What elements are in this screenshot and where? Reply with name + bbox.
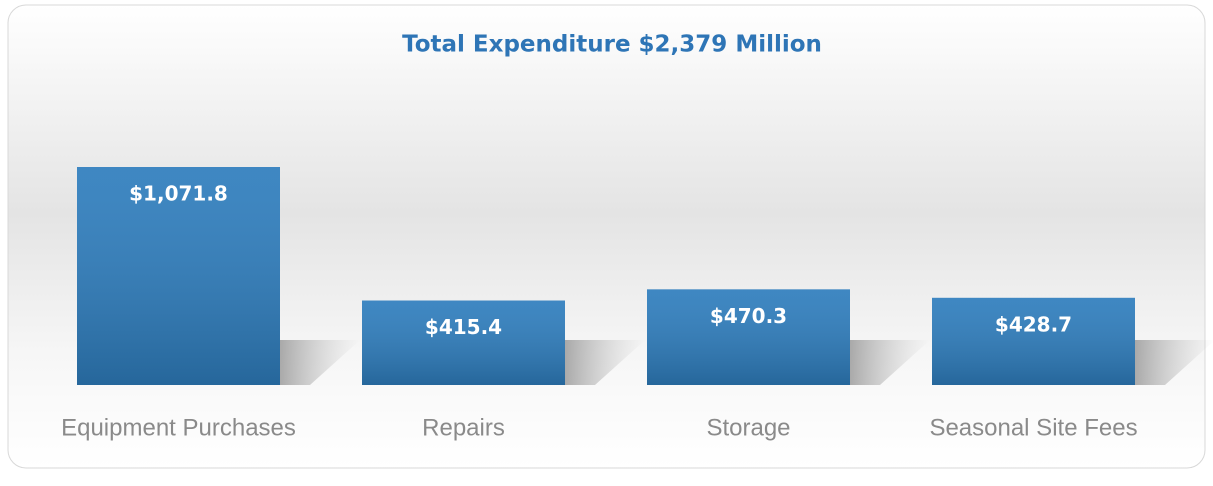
value-label: $428.7 [995,312,1072,336]
x-tick-label: Seasonal Site Fees [929,414,1137,441]
x-tick-label: Repairs [422,414,505,441]
bar-shade [362,300,565,385]
value-label: $415.4 [425,315,502,339]
bar-shade [932,297,1135,385]
value-label: $470.3 [710,304,787,328]
bar-shadow [280,340,360,385]
bar-shade [77,167,280,385]
x-tick-label: Storage [706,414,790,441]
bar-shadow [565,340,645,385]
x-tick-label: Equipment Purchases [61,414,296,441]
chart-title: Total Expenditure $2,379 Million [402,32,822,58]
value-label: $1,071.8 [129,182,228,206]
bar-shadow [1135,340,1213,385]
bar-shadow [850,340,930,385]
bar-shade [647,289,850,385]
